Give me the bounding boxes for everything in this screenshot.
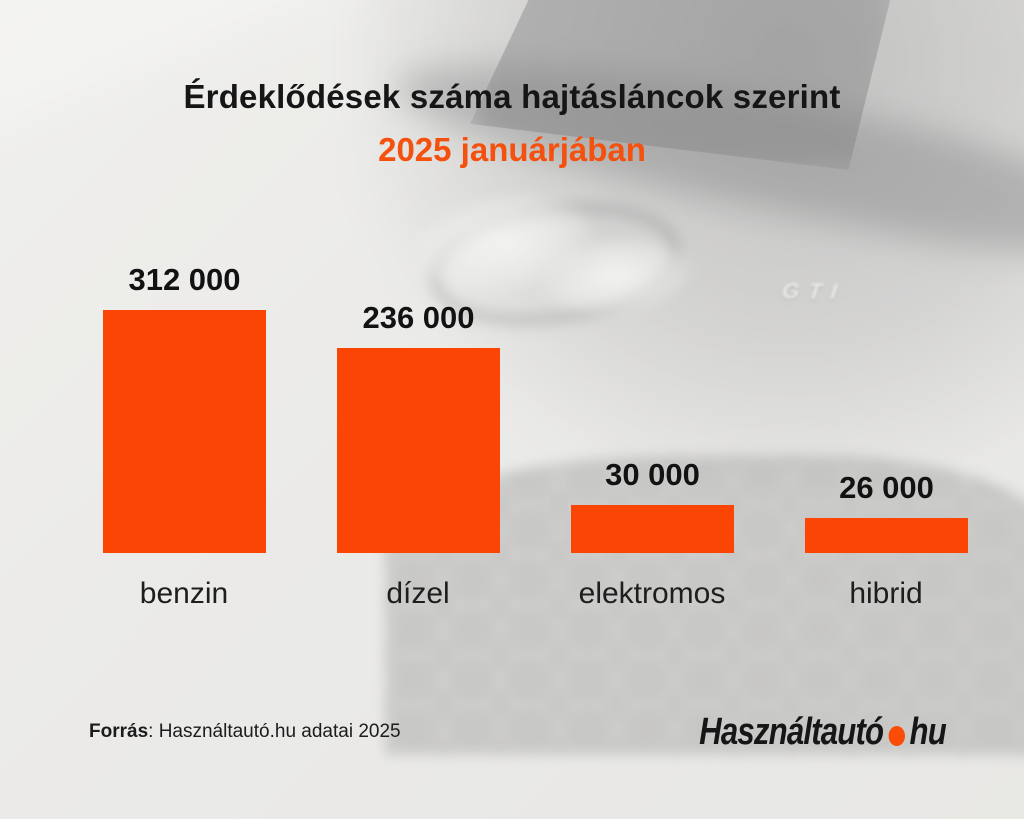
bar-value: 312 000 <box>128 261 241 297</box>
source-text: : Használtautó.hu adatai 2025 <box>148 721 401 742</box>
logo-name: Használtautó <box>699 711 884 753</box>
bar-group-elektromos: 30 000 <box>571 456 734 553</box>
page-subtitle: 2025 januárjában <box>378 131 646 168</box>
category-label-hibrid: hibrid <box>849 577 923 610</box>
bar <box>571 505 734 553</box>
bar-group-hibrid: 26 000 <box>805 469 968 553</box>
bar-value: 236 000 <box>362 299 475 335</box>
category-label-benzin: benzin <box>139 577 229 610</box>
bar-value: 26 000 <box>839 469 934 505</box>
source-label: Forrás <box>89 721 149 742</box>
bar <box>337 348 500 553</box>
bar <box>805 518 968 553</box>
hasznaltauto-logo: Használtautó hu <box>699 711 947 753</box>
logo-dot-icon <box>889 726 906 746</box>
bar <box>103 310 266 553</box>
title-block: Érdeklődések száma hajtásláncok szerint … <box>0 80 1024 166</box>
category-label-dizel: dízel <box>386 577 450 610</box>
logo-tld: hu <box>909 711 947 753</box>
source-note: Forrás: Használtautó.hu adatai 2025 <box>89 721 401 743</box>
category-label-elektromos: elektromos <box>578 577 726 610</box>
bar-value: 30 000 <box>605 456 700 492</box>
bar-group-benzin: 312 000 <box>103 261 266 553</box>
bar-group-dizel: 236 000 <box>337 299 500 553</box>
page-title: Érdeklődések száma hajtásláncok szerint <box>183 78 841 115</box>
